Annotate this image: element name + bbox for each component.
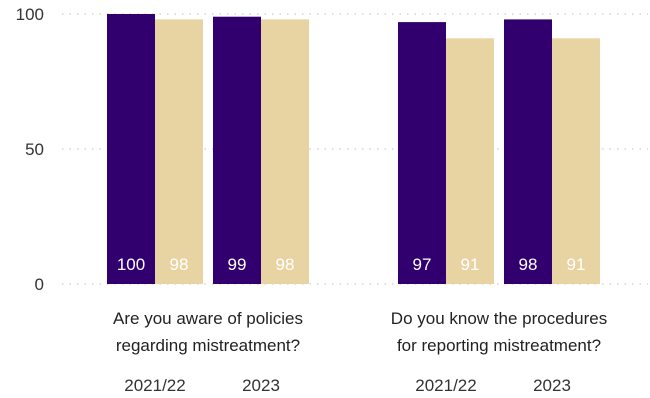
year-labels: 2021/22 2023 2021/22 2023 — [124, 376, 571, 395]
year-label: 2023 — [533, 376, 571, 395]
value-labels: 100 98 99 98 97 91 98 91 — [117, 255, 586, 274]
bar-purple — [213, 16, 261, 284]
y-tick-label: 50 — [25, 140, 44, 159]
bar-purple — [107, 14, 155, 284]
y-axis-ticks: 0 50 100 — [16, 5, 44, 294]
y-tick-label: 0 — [35, 275, 44, 294]
year-label: 2021/22 — [415, 376, 476, 395]
bar-value-label: 98 — [519, 255, 538, 274]
bar-gold — [446, 38, 494, 284]
bar-value-label: 91 — [567, 255, 586, 274]
bar-value-label: 91 — [461, 255, 480, 274]
year-label: 2023 — [242, 376, 280, 395]
y-tick-label: 100 — [16, 5, 44, 24]
bar-gold — [155, 19, 203, 285]
category-label-line: Do you know the procedures — [391, 309, 607, 328]
bar-gold — [261, 19, 309, 285]
bars — [107, 14, 600, 285]
bar-value-label: 97 — [413, 255, 432, 274]
bar-value-label: 98 — [276, 255, 295, 274]
bar-value-label: 99 — [228, 255, 247, 274]
bar-value-label: 98 — [170, 255, 189, 274]
bar-value-label: 100 — [117, 255, 145, 274]
bar-purple — [504, 19, 552, 285]
category-labels: Are you aware of policies regarding mistr… — [113, 309, 607, 355]
year-label: 2021/22 — [124, 376, 185, 395]
category-label-line: for reporting mistreatment? — [397, 336, 601, 355]
bar-gold — [552, 38, 600, 284]
category-label-line: Are you aware of policies — [113, 309, 303, 328]
bar-purple — [398, 22, 446, 284]
category-label-line: regarding mistreatment? — [116, 336, 300, 355]
